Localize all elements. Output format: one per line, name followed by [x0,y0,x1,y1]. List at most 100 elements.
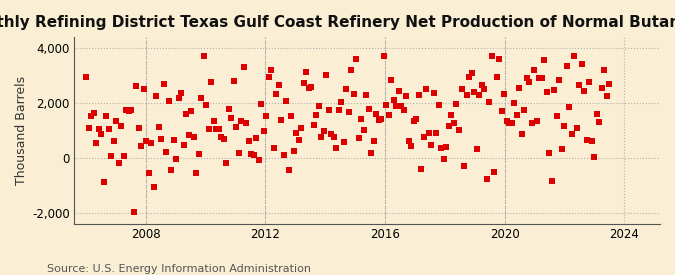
Point [241,121,252,125]
Point [468,90,479,94]
Point [226,116,237,120]
Point [188,135,199,140]
Point [166,167,177,172]
Point [429,90,439,95]
Point [319,129,329,134]
Title: Monthly Refining District Texas Gulf Coast Refinery Net Production of Normal But: Monthly Refining District Texas Gulf Coa… [0,15,675,30]
Point [386,78,397,82]
Point [186,109,196,113]
Point [259,129,269,133]
Point [574,83,585,87]
Point [578,89,589,93]
Point [356,117,367,122]
Point [234,150,244,155]
Point [461,93,472,98]
Point [338,140,349,144]
Point [276,118,287,122]
Point [416,167,427,172]
Point [231,125,242,129]
Point [211,126,221,131]
Point [471,146,482,151]
Point [541,90,552,94]
Point [133,126,144,130]
Point [529,67,539,72]
Point [363,107,374,111]
Point [556,147,567,151]
Point [564,105,574,110]
Point [534,75,545,80]
Point [336,100,347,104]
Point [491,75,502,79]
Y-axis label: Thousand Barrels: Thousand Barrels [15,76,28,185]
Point [278,153,289,158]
Point [153,125,164,129]
Point [313,104,324,108]
Point [256,101,267,106]
Point [126,108,136,112]
Point [88,111,99,115]
Point [509,101,520,105]
Point [86,114,97,118]
Point [499,91,510,96]
Point [93,126,104,131]
Point [381,103,392,107]
Point [361,93,372,97]
Point [288,149,299,153]
Point [531,119,542,123]
Point [271,92,281,97]
Point [514,86,524,91]
Point [251,136,262,141]
Point [176,90,186,95]
Point [80,75,91,79]
Point [96,132,107,136]
Point [193,152,204,156]
Point [451,101,462,106]
Point [584,80,595,84]
Point [83,126,94,130]
Point [443,124,454,128]
Point [90,141,101,145]
Point [414,93,425,97]
Point [261,114,271,118]
Point [296,126,306,131]
Point [504,120,514,125]
Point [554,78,564,82]
Point [306,85,317,89]
Point [168,138,179,143]
Point [518,108,529,113]
Point [216,135,227,139]
Point [263,75,274,79]
Point [423,130,434,135]
Point [396,104,407,109]
Point [561,64,572,68]
Point [551,114,562,118]
Point [401,94,412,99]
Point [121,108,132,112]
Point [456,87,467,91]
Point [603,82,614,87]
Point [354,136,364,140]
Point [489,169,500,174]
Point [140,138,151,143]
Text: Source: U.S. Energy Information Administration: Source: U.S. Energy Information Administ… [47,264,311,274]
Point [203,127,214,131]
Point [596,86,607,90]
Point [209,119,219,123]
Point [206,80,217,84]
Point [291,131,302,135]
Point [143,171,154,175]
Point [98,180,109,184]
Point [576,62,587,66]
Point [304,86,315,90]
Point [178,142,189,147]
Point [566,132,577,136]
Point [253,158,264,162]
Point [421,87,432,92]
Point [406,144,417,148]
Point [346,67,357,72]
Point [101,114,111,119]
Point [103,127,114,131]
Point [524,80,535,84]
Point [449,121,460,125]
Point [543,151,554,155]
